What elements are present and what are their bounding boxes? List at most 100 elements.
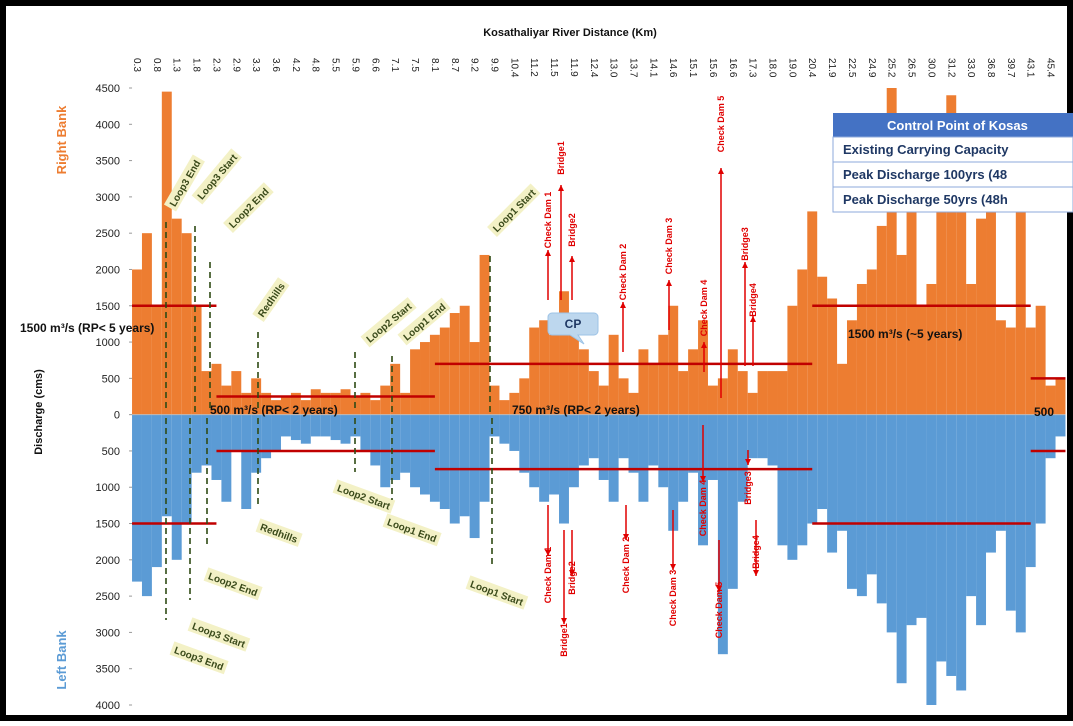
x-tick-label: 4.8 (310, 58, 321, 72)
arrow-head (750, 316, 756, 322)
bar (787, 305, 798, 415)
bar (290, 414, 301, 441)
bar (866, 269, 877, 415)
bar (787, 414, 798, 560)
bar (429, 334, 440, 415)
bar (479, 414, 490, 502)
arrow-head (545, 250, 551, 256)
structure-label: Check Dam 5 (716, 96, 726, 153)
structure-label: Check Dam 4 (698, 480, 708, 537)
x-tick-label: 20.4 (806, 58, 817, 78)
x-tick-label: 13.7 (628, 58, 639, 78)
bar (539, 414, 550, 502)
left-bank-label: Left Bank (54, 630, 69, 690)
bar (856, 414, 867, 597)
callout-text: CP (565, 317, 582, 331)
x-tick-label: 15.6 (707, 58, 718, 78)
arrow-head (701, 342, 707, 348)
bar (638, 414, 649, 502)
y-tick-label: 1500 (96, 301, 120, 313)
x-tick-label: 10.4 (508, 58, 519, 78)
x-tick-label: 1.8 (191, 58, 202, 72)
bar (698, 320, 708, 415)
bar (489, 385, 500, 415)
x-tick-label: 45.4 (1045, 58, 1056, 78)
x-tick-label: 2.9 (230, 58, 241, 72)
bar (201, 371, 212, 415)
bar (360, 392, 371, 415)
bar (360, 414, 371, 451)
bar (1015, 211, 1026, 415)
legend-header (833, 113, 1073, 137)
bar (946, 95, 957, 415)
bar (896, 414, 907, 684)
bar (846, 414, 857, 589)
bar (370, 400, 381, 415)
right-bank-label: Right Bank (54, 105, 69, 174)
bar (390, 363, 401, 415)
y-tick-label: 3500 (96, 664, 120, 676)
x-tick-label: 16.6 (727, 58, 738, 78)
bar (221, 414, 232, 502)
bar (628, 392, 639, 415)
bar (519, 414, 530, 473)
bar (976, 414, 987, 626)
x-tick-label: 5.9 (349, 58, 360, 72)
bar (916, 414, 927, 618)
bar (390, 414, 401, 480)
y-axis-label: Discharge (cms) (33, 369, 45, 455)
x-tick-label: 18.0 (767, 58, 778, 78)
bar (618, 414, 629, 459)
bar (469, 342, 480, 415)
marker-bg (169, 641, 229, 675)
threshold-label: 1500 m³/s (~5 years) (848, 327, 962, 341)
bar (519, 378, 530, 415)
bar (181, 233, 192, 415)
bar (161, 414, 172, 517)
arrow-head (716, 586, 722, 592)
bar (549, 414, 560, 495)
structure-label: Check Dam 1 (543, 192, 553, 249)
bar (837, 363, 847, 415)
x-tick-label: 5.5 (330, 58, 341, 72)
bar (350, 414, 361, 437)
bar (231, 371, 242, 415)
bar (380, 385, 391, 415)
bar (310, 414, 321, 437)
bar (271, 414, 281, 451)
arrow-head (700, 476, 706, 482)
bar (400, 392, 411, 415)
bar (767, 414, 778, 466)
bar (420, 414, 430, 495)
x-tick-label: 11.5 (548, 58, 559, 77)
arrow-head (561, 618, 567, 624)
bar (986, 211, 996, 415)
bar (747, 392, 758, 415)
bar (658, 334, 669, 415)
bar (1055, 378, 1066, 415)
bar (340, 414, 351, 444)
bar (400, 414, 411, 473)
bar (181, 414, 192, 524)
bar (678, 371, 689, 415)
bar (241, 414, 252, 510)
bar (926, 414, 937, 705)
y-tick-label: 3000 (96, 627, 120, 639)
structure-label: Bridge4 (751, 535, 761, 569)
x-tick-label: 21.9 (826, 58, 837, 78)
x-tick-label: 24.9 (866, 58, 877, 78)
bar (191, 305, 202, 415)
bar (976, 218, 987, 415)
bar (439, 414, 450, 510)
chart-title: Kosathaliyar River Distance (Km) (483, 27, 657, 39)
bar (141, 233, 152, 415)
bar (578, 349, 589, 415)
marker-bg (203, 567, 263, 601)
bar (906, 204, 917, 415)
arrow-head (623, 534, 629, 540)
bar (330, 414, 341, 441)
threshold-label: 750 m³/s (RP< 2 years) (512, 403, 640, 417)
bar (1045, 385, 1056, 415)
bar (668, 414, 679, 531)
